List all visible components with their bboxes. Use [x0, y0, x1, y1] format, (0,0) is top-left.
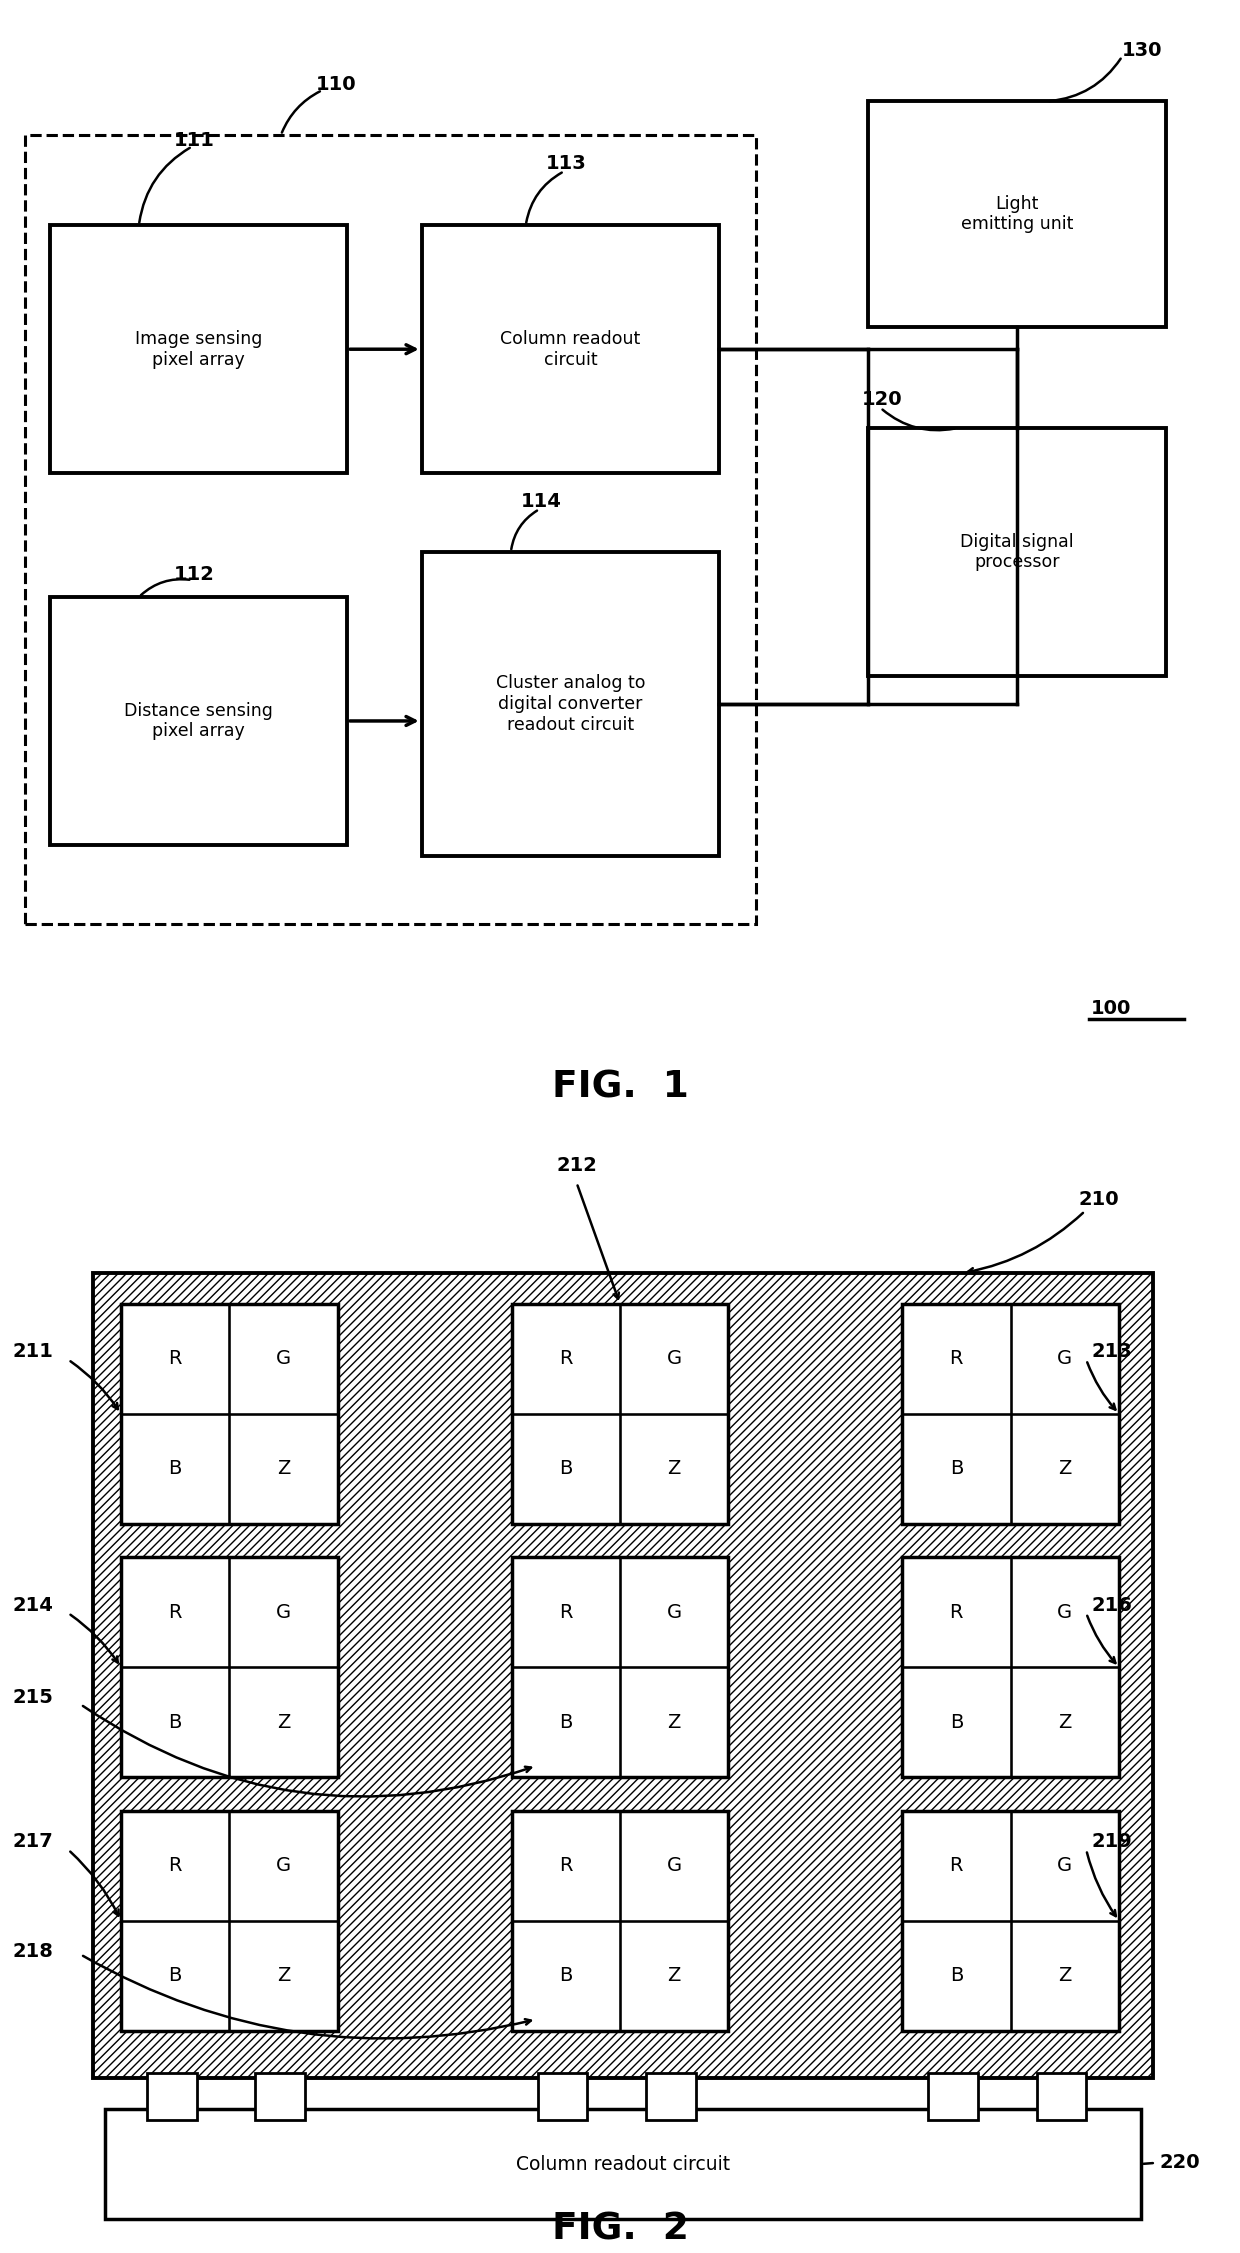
Text: 215: 215 — [12, 1687, 53, 1708]
Bar — [868, 101, 1166, 327]
Text: Image sensing
pixel array: Image sensing pixel array — [135, 329, 262, 369]
Text: B: B — [559, 1460, 573, 1478]
Bar — [928, 2073, 977, 2120]
Text: Z: Z — [667, 1967, 681, 1985]
Text: G: G — [277, 1856, 291, 1874]
Text: FIG.  2: FIG. 2 — [552, 2212, 688, 2248]
Text: 210: 210 — [1079, 1190, 1120, 1210]
Bar — [122, 1811, 337, 2030]
Text: G: G — [1058, 1350, 1073, 1368]
Text: G: G — [667, 1350, 682, 1368]
Text: Z: Z — [1058, 1460, 1071, 1478]
Text: 212: 212 — [557, 1156, 596, 1176]
Text: G: G — [667, 1856, 682, 1874]
Text: 114: 114 — [521, 491, 562, 511]
Text: R: R — [559, 1350, 573, 1368]
Text: R: R — [950, 1350, 963, 1368]
Text: 111: 111 — [174, 131, 215, 151]
Bar — [255, 2073, 305, 2120]
Bar — [93, 1273, 1153, 2077]
Bar — [511, 1304, 728, 1523]
Text: 112: 112 — [174, 566, 215, 584]
Text: 130: 130 — [1122, 41, 1163, 61]
Text: R: R — [559, 1856, 573, 1874]
Bar — [122, 1557, 337, 1778]
Text: R: R — [169, 1856, 182, 1874]
Text: 216: 216 — [1091, 1595, 1132, 1615]
Text: B: B — [950, 1712, 963, 1733]
Text: R: R — [169, 1350, 182, 1368]
Bar — [25, 135, 756, 924]
Bar — [901, 1557, 1118, 1778]
Text: Cluster analog to
digital converter
readout circuit: Cluster analog to digital converter read… — [496, 674, 645, 734]
Bar — [868, 428, 1166, 676]
Text: B: B — [169, 1460, 182, 1478]
Text: B: B — [559, 1967, 573, 1985]
Text: 100: 100 — [1091, 998, 1132, 1018]
Text: Z: Z — [667, 1712, 681, 1733]
Text: R: R — [950, 1856, 963, 1874]
Text: G: G — [277, 1602, 291, 1622]
Bar — [538, 2073, 588, 2120]
Bar — [511, 1557, 728, 1778]
Text: Column readout circuit: Column readout circuit — [516, 2154, 730, 2174]
Text: 217: 217 — [12, 1832, 53, 1852]
Text: Z: Z — [277, 1712, 290, 1733]
Bar — [901, 1304, 1118, 1523]
Text: 211: 211 — [12, 1343, 53, 1361]
Text: Light
emitting unit: Light emitting unit — [961, 194, 1073, 234]
Text: B: B — [169, 1712, 182, 1733]
Text: Z: Z — [1058, 1967, 1071, 1985]
Bar — [146, 2073, 197, 2120]
Text: 120: 120 — [862, 390, 903, 410]
Bar — [511, 1811, 728, 2030]
Text: B: B — [169, 1967, 182, 1985]
Text: Digital signal
processor: Digital signal processor — [960, 532, 1074, 572]
Bar — [422, 552, 719, 856]
Bar — [422, 225, 719, 473]
Text: 219: 219 — [1091, 1832, 1132, 1852]
Text: G: G — [1058, 1856, 1073, 1874]
Text: 113: 113 — [546, 153, 587, 173]
Text: 220: 220 — [1159, 2154, 1200, 2172]
Text: Z: Z — [277, 1967, 290, 1985]
Text: R: R — [169, 1602, 182, 1622]
Text: Distance sensing
pixel array: Distance sensing pixel array — [124, 701, 273, 741]
Text: G: G — [1058, 1602, 1073, 1622]
Bar — [50, 225, 347, 473]
Text: FIG.  1: FIG. 1 — [552, 1070, 688, 1104]
Bar — [1037, 2073, 1086, 2120]
Text: Z: Z — [667, 1460, 681, 1478]
Text: Z: Z — [277, 1460, 290, 1478]
Text: 213: 213 — [1091, 1343, 1132, 1361]
Bar — [50, 597, 347, 845]
Bar — [122, 1304, 337, 1523]
Text: R: R — [950, 1602, 963, 1622]
Text: G: G — [277, 1350, 291, 1368]
Text: Column readout
circuit: Column readout circuit — [500, 329, 641, 369]
Text: R: R — [559, 1602, 573, 1622]
Text: G: G — [667, 1602, 682, 1622]
Bar — [901, 1811, 1118, 2030]
Text: B: B — [559, 1712, 573, 1733]
Text: 110: 110 — [316, 74, 357, 95]
Bar — [105, 2109, 1141, 2219]
Text: 214: 214 — [12, 1595, 53, 1615]
Bar — [646, 2073, 696, 2120]
Text: B: B — [950, 1967, 963, 1985]
Text: Z: Z — [1058, 1712, 1071, 1733]
Text: 218: 218 — [12, 1942, 53, 1960]
Text: B: B — [950, 1460, 963, 1478]
